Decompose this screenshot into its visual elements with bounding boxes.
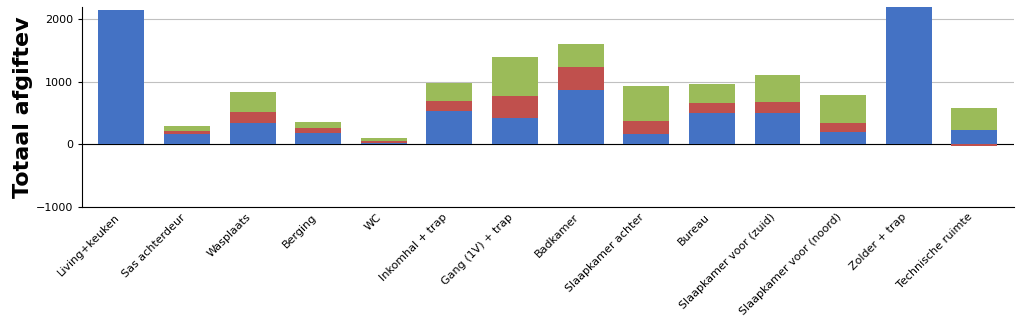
Bar — [820, 132, 866, 144]
Bar — [755, 113, 801, 144]
Bar — [951, 108, 997, 130]
Bar — [558, 67, 603, 90]
Bar — [426, 83, 472, 101]
Bar — [624, 134, 670, 144]
Bar — [295, 129, 341, 133]
Bar — [689, 84, 735, 103]
Bar — [164, 134, 210, 144]
Bar — [624, 121, 670, 134]
Bar — [229, 112, 275, 123]
Bar — [426, 111, 472, 144]
Y-axis label: Totaal afgiftev: Totaal afgiftev — [12, 16, 33, 198]
Bar — [360, 138, 407, 141]
Bar — [624, 86, 670, 121]
Bar — [755, 75, 801, 102]
Bar — [558, 44, 603, 67]
Bar — [164, 131, 210, 134]
Bar — [426, 101, 472, 111]
Bar — [98, 10, 144, 144]
Bar — [820, 95, 866, 123]
Bar — [951, 144, 997, 146]
Bar — [755, 102, 801, 113]
Bar — [493, 96, 538, 118]
Bar — [689, 113, 735, 144]
Bar — [229, 123, 275, 144]
Bar — [558, 90, 603, 144]
Bar — [689, 103, 735, 113]
Bar — [164, 126, 210, 131]
Bar — [820, 123, 866, 132]
Bar — [295, 133, 341, 144]
Bar — [951, 130, 997, 144]
Bar — [295, 122, 341, 129]
Bar — [493, 118, 538, 144]
Bar — [886, 7, 932, 144]
Bar — [229, 93, 275, 112]
Bar — [360, 143, 407, 144]
Bar — [360, 141, 407, 143]
Bar — [493, 57, 538, 96]
